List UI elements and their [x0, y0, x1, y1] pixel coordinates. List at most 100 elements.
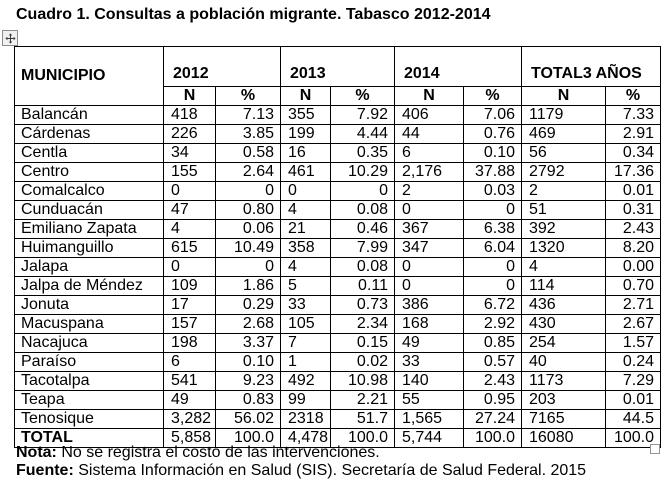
- value-cell: 7.92: [330, 105, 395, 125]
- year-header-total: TOTAL3 AÑOS: [520, 46, 662, 87]
- value-cell: 0.01: [604, 390, 662, 410]
- value-cell: 27.24: [463, 409, 522, 429]
- value-cell: 0.00: [604, 257, 662, 277]
- table-header-years: MUNICIPIO 2012 2013 2014 TOTAL3 AÑOS: [14, 46, 662, 106]
- value-cell: 55: [394, 390, 464, 410]
- year-header-2013: 2013: [280, 46, 395, 87]
- value-cell: 2.34: [330, 314, 395, 334]
- value-cell: 0: [394, 276, 464, 296]
- table-row-total: TOTAL 5,858 100.0 4,478 100.0 5,744 100.0 16080…: [14, 428, 662, 448]
- value-cell: 1.57: [604, 333, 662, 353]
- move-icon: [4, 32, 16, 44]
- value-cell: 100.0: [604, 428, 662, 448]
- value-cell: 0.80: [215, 200, 281, 220]
- value-cell: 492: [280, 371, 331, 391]
- table-row: Tacotalpa 541 9.23 492 10.98 140 2.43 1173 7.29: [14, 371, 662, 391]
- value-cell: 33: [280, 295, 331, 315]
- value-cell: 3.37: [215, 333, 281, 353]
- municipality-cell: Nacajuca: [14, 333, 164, 353]
- value-cell: 40: [521, 352, 606, 372]
- value-cell: 406: [394, 105, 464, 125]
- value-cell: 51: [521, 200, 606, 220]
- value-cell: 49: [394, 333, 464, 353]
- value-cell: 114: [521, 276, 606, 296]
- value-cell: 7: [280, 333, 331, 353]
- municipality-cell: Emiliano Zapata: [14, 219, 164, 239]
- value-cell: 3.85: [215, 124, 281, 144]
- value-cell: 2.68: [215, 314, 281, 334]
- value-cell: 4: [521, 257, 606, 277]
- municipality-cell: Balancán: [14, 105, 164, 125]
- note-line: Nota: No se registra el costo de las int…: [16, 444, 586, 462]
- value-cell: 0: [330, 181, 395, 201]
- value-cell: 10.49: [215, 238, 281, 258]
- value-cell: 6.38: [463, 219, 522, 239]
- value-cell: 155: [163, 162, 216, 182]
- value-cell: 0: [463, 200, 522, 220]
- source-text: Sistema Información en Salud (SIS). Secr…: [73, 462, 587, 479]
- value-cell: 5,744: [394, 428, 464, 448]
- value-cell: 0.70: [604, 276, 662, 296]
- value-cell: 1.86: [215, 276, 281, 296]
- value-cell: 168: [394, 314, 464, 334]
- value-cell: 1320: [521, 238, 606, 258]
- table-resize-handle[interactable]: [650, 444, 660, 454]
- value-cell: 34: [163, 143, 216, 163]
- value-cell: 0: [280, 181, 331, 201]
- n-header-total: N: [521, 86, 606, 106]
- value-cell: 0.95: [463, 390, 522, 410]
- value-cell: 0.57: [463, 352, 522, 372]
- consultas-table: MUNICIPIO 2012 2013 2014 TOTAL3 AÑOS N %…: [14, 46, 662, 448]
- value-cell: 1,565: [394, 409, 464, 429]
- value-cell: 0.85: [463, 333, 522, 353]
- value-cell: 9.23: [215, 371, 281, 391]
- value-cell: 0: [463, 276, 522, 296]
- n-header-2013: N: [280, 86, 331, 106]
- year-header-2012: 2012: [163, 46, 281, 87]
- municipality-cell: Cunduacán: [14, 200, 164, 220]
- value-cell: 0.83: [215, 390, 281, 410]
- value-cell: 56.02: [215, 409, 281, 429]
- table-row: Macuspana 157 2.68 105 2.34 168 2.92 430 2.67: [14, 314, 662, 334]
- value-cell: 0.73: [330, 295, 395, 315]
- table-row: Nacajuca 198 3.37 7 0.15 49 0.85 254 1.57: [14, 333, 662, 353]
- value-cell: 0: [163, 257, 216, 277]
- value-cell: 1173: [521, 371, 606, 391]
- value-cell: 0.01: [604, 181, 662, 201]
- table-header-sub: N % N % N % N %: [15, 86, 662, 106]
- value-cell: 0: [215, 257, 281, 277]
- value-cell: 367: [394, 219, 464, 239]
- municipality-cell: Tacotalpa: [14, 371, 164, 391]
- value-cell: 4: [280, 200, 331, 220]
- municipality-cell: Jonuta: [14, 295, 164, 315]
- value-cell: 157: [163, 314, 216, 334]
- value-cell: 2.64: [215, 162, 281, 182]
- value-cell: 4: [163, 219, 216, 239]
- value-cell: 0: [394, 257, 464, 277]
- table-move-handle[interactable]: [2, 30, 18, 46]
- source-line: Fuente: Sistema Información en Salud (SI…: [16, 462, 586, 480]
- municipality-cell: Tenosique: [14, 409, 164, 429]
- value-cell: 10.29: [330, 162, 395, 182]
- table-row: Huimanguillo 615 10.49 358 7.99 347 6.04 1320 8.…: [14, 238, 662, 258]
- value-cell: 44: [394, 124, 464, 144]
- table-row: Jalapa 0 0 4 0.08 0 0 4 0.00: [14, 257, 662, 277]
- municipality-cell: Paraíso: [14, 352, 164, 372]
- value-cell: 199: [280, 124, 331, 144]
- value-cell: 0.15: [330, 333, 395, 353]
- value-cell: 0.34: [604, 143, 662, 163]
- year-header-2014: 2014: [394, 46, 522, 87]
- table-row: Emiliano Zapata 4 0.06 21 0.46 367 6.38 392 2.43: [14, 219, 662, 239]
- value-cell: 0: [394, 200, 464, 220]
- value-cell: 418: [163, 105, 216, 125]
- value-cell: 1: [280, 352, 331, 372]
- value-cell: 44.5: [604, 409, 662, 429]
- municipio-header: MUNICIPIO: [14, 46, 164, 106]
- table-row: Balancán 418 7.13 355 7.92 406 7.06 1179 7.33: [14, 105, 662, 125]
- value-cell: 33: [394, 352, 464, 372]
- value-cell: 100.0: [463, 428, 522, 448]
- value-cell: 5,858: [163, 428, 216, 448]
- value-cell: 49: [163, 390, 216, 410]
- value-cell: 541: [163, 371, 216, 391]
